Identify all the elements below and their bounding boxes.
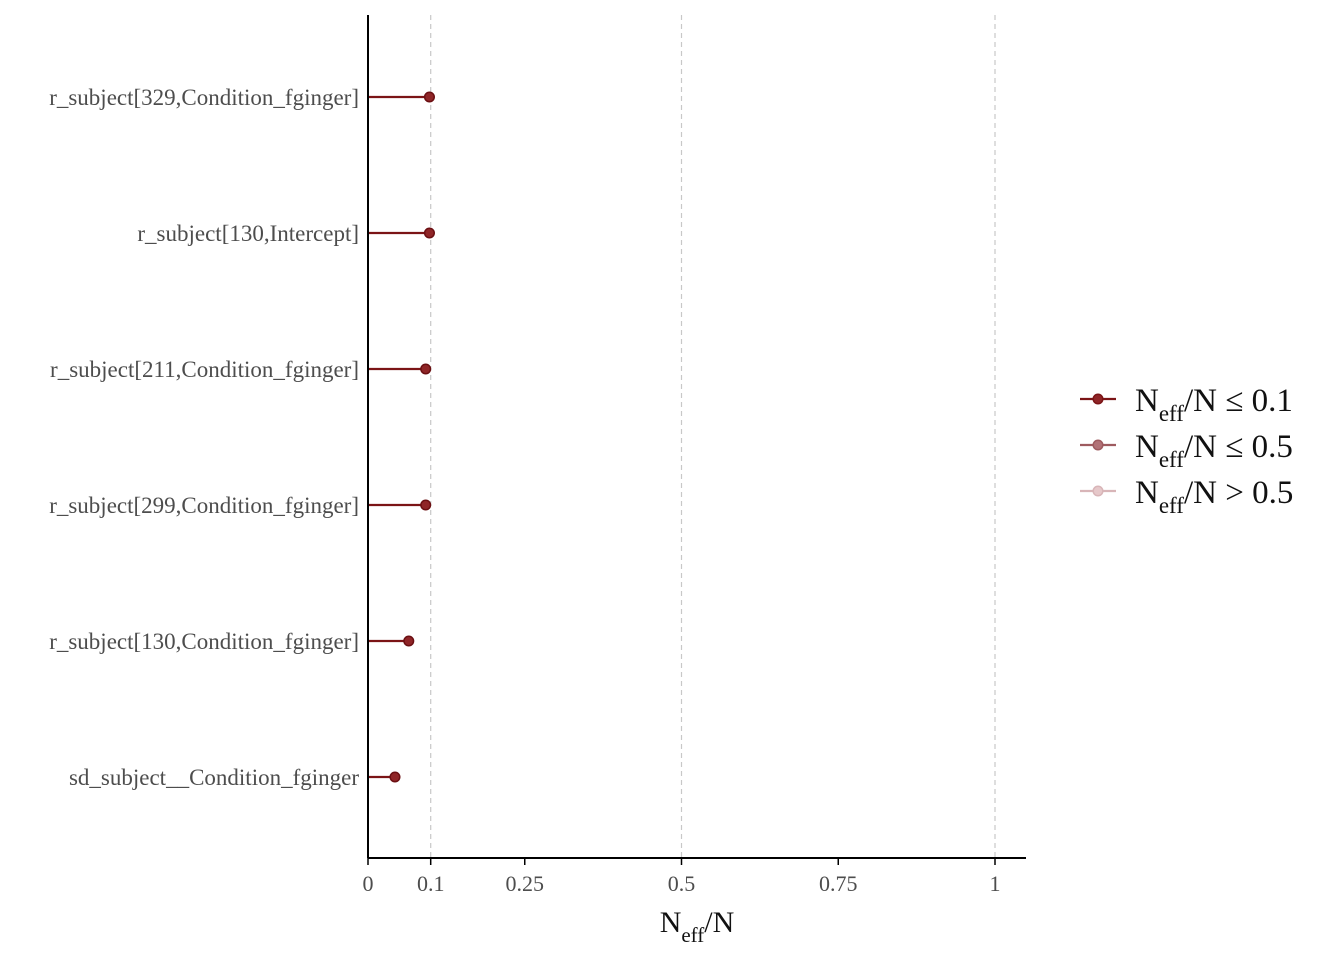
reference-lines <box>430 15 996 858</box>
data-point <box>420 499 432 511</box>
x-axis-ticks: 0 0.1 0.25 0.5 0.75 1 <box>363 858 1001 896</box>
x-tick-label: 0.25 <box>506 871 545 896</box>
data-point <box>403 635 415 647</box>
legend-point <box>1092 393 1104 405</box>
data-point <box>423 91 435 103</box>
legend-label: Neff/N > 0.5 <box>1135 475 1293 518</box>
x-axis-title: Neff/N <box>660 906 735 947</box>
data-point <box>389 771 401 783</box>
x-tick-label: 0.75 <box>819 871 858 896</box>
legend-label: Neff/N ≤ 0.1 <box>1135 383 1293 426</box>
data-point <box>423 227 435 239</box>
legend-label: Neff/N ≤ 0.5 <box>1135 429 1293 472</box>
data-series <box>368 91 435 783</box>
y-tick-label: r_subject[329,Condition_fginger] <box>49 85 359 110</box>
y-axis-labels: r_subject[329,Condition_fginger] r_subjec… <box>49 85 359 790</box>
y-tick-label: r_subject[130,Intercept] <box>137 221 359 246</box>
y-tick-label: r_subject[299,Condition_fginger] <box>49 493 359 518</box>
x-tick-label: 0.5 <box>668 871 696 896</box>
data-point <box>420 363 432 375</box>
y-tick-label: r_subject[130,Condition_fginger] <box>49 629 359 654</box>
y-tick-label: sd_subject__Condition_fginger <box>69 765 359 790</box>
y-tick-label: r_subject[211,Condition_fginger] <box>50 357 359 382</box>
legend-point <box>1092 439 1104 451</box>
legend-point <box>1092 485 1104 497</box>
x-tick-label: 0 <box>363 871 374 896</box>
x-tick-label: 1 <box>990 871 1001 896</box>
x-tick-label: 0.1 <box>417 871 445 896</box>
